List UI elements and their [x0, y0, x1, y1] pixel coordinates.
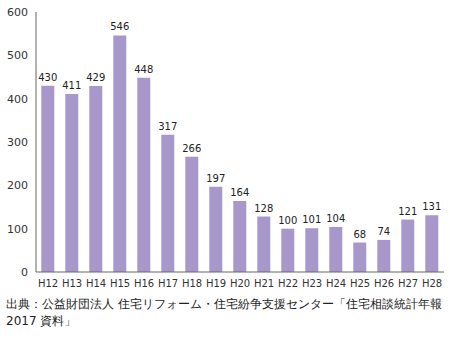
svg-text:546: 546 [110, 21, 129, 32]
svg-text:104: 104 [326, 213, 345, 224]
svg-text:429: 429 [86, 72, 105, 83]
svg-text:H26: H26 [374, 278, 394, 289]
svg-text:500: 500 [8, 49, 28, 62]
svg-text:H16: H16 [134, 278, 154, 289]
svg-text:300: 300 [8, 136, 28, 149]
svg-text:H21: H21 [254, 278, 274, 289]
svg-text:200: 200 [8, 179, 28, 192]
svg-text:128: 128 [254, 203, 273, 214]
svg-text:164: 164 [230, 187, 249, 198]
svg-text:H28: H28 [422, 278, 442, 289]
svg-text:101: 101 [302, 214, 321, 225]
svg-text:430: 430 [38, 72, 57, 83]
svg-text:H24: H24 [326, 278, 346, 289]
svg-text:448: 448 [134, 64, 153, 75]
svg-text:H27: H27 [398, 278, 418, 289]
svg-text:0: 0 [21, 266, 28, 279]
svg-text:H22: H22 [278, 278, 298, 289]
svg-text:131: 131 [422, 201, 441, 212]
svg-text:H18: H18 [182, 278, 202, 289]
svg-text:411: 411 [62, 80, 81, 91]
svg-text:121: 121 [398, 206, 417, 217]
svg-text:197: 197 [206, 173, 225, 184]
svg-text:H12: H12 [38, 278, 58, 289]
svg-text:100: 100 [278, 215, 297, 226]
svg-text:H15: H15 [110, 278, 130, 289]
svg-text:H23: H23 [302, 278, 322, 289]
svg-text:H20: H20 [230, 278, 250, 289]
svg-text:H25: H25 [350, 278, 370, 289]
svg-text:266: 266 [182, 143, 201, 154]
svg-text:400: 400 [8, 93, 28, 106]
svg-text:H19: H19 [206, 278, 226, 289]
svg-text:100: 100 [8, 223, 28, 236]
svg-text:74: 74 [377, 226, 390, 237]
html-text:出典：公益財団法人 住宅リフォーム・住宅紛争支援センター「住: 出典：公益財団法人 住宅リフォーム・住宅紛争支援センター「住宅相談統計年報201… [6, 297, 442, 328]
svg-text:H13: H13 [62, 278, 82, 289]
svg-text:317: 317 [158, 121, 177, 132]
svg-text:600: 600 [8, 6, 28, 19]
svg-text:H17: H17 [158, 278, 178, 289]
svg-text:68: 68 [353, 229, 366, 240]
svg-text:H14: H14 [86, 278, 106, 289]
